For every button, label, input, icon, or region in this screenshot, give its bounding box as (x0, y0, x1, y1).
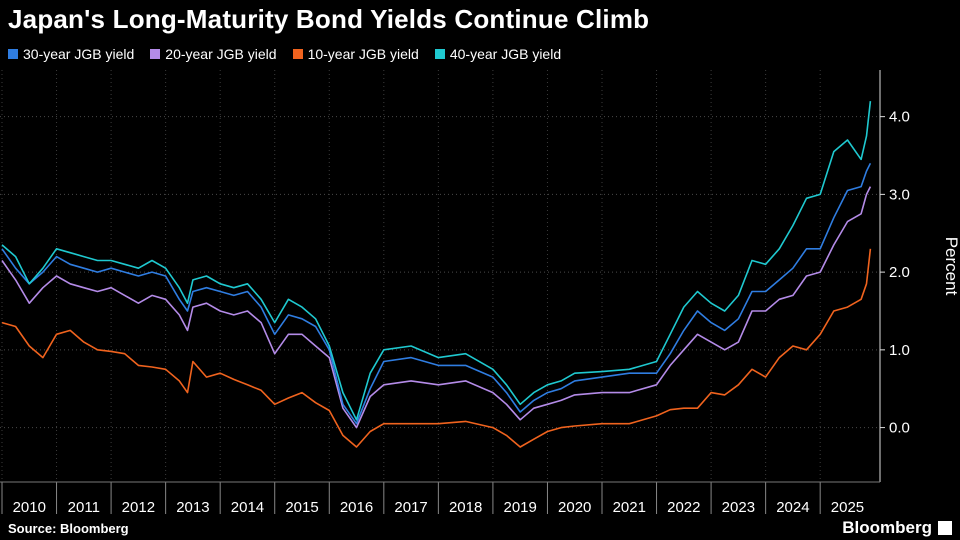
x-tick-label: 2023 (722, 499, 755, 516)
brand-wordmark: Bloomberg (842, 518, 932, 537)
legend-swatch-20y (150, 49, 161, 59)
brand-logo: Bloomberg (842, 518, 952, 538)
y-tick-label: 4.0 (889, 109, 910, 126)
y-axis-title: Percent (942, 237, 960, 296)
y-tick-label: 3.0 (889, 186, 910, 203)
x-tick-label: 2017 (394, 499, 427, 516)
x-tick-label: 2013 (176, 499, 209, 516)
x-tick-label: 2015 (285, 499, 318, 516)
legend-swatch-40y (434, 49, 445, 59)
x-tick-label: 2020 (558, 499, 591, 516)
series-line-30-year-jgb-yield (1, 162, 872, 425)
source-note: Source: Bloomberg (8, 521, 129, 536)
legend-item-30y: 30-year JGB yield (8, 46, 134, 62)
x-tick-label: 2018 (449, 499, 482, 516)
x-tick-label: 2014 (231, 499, 264, 516)
legend-label-20y: 20-year JGB yield (165, 46, 277, 62)
series-line-20-year-jgb-yield (1, 186, 872, 429)
y-tick-label: 1.0 (889, 342, 910, 359)
x-tick-label: 2010 (13, 499, 46, 516)
series-line-10-year-jgb-yield (1, 248, 872, 448)
chart-legend: 30-year JGB yield 20-year JGB yield 10-y… (8, 46, 561, 62)
x-tick-label: 2012 (122, 499, 155, 516)
chart-title: Japan's Long-Maturity Bond Yields Contin… (8, 4, 650, 34)
x-tick-label: 2011 (68, 499, 100, 516)
x-tick-label: 2021 (613, 499, 646, 516)
y-tick-label: 0.0 (889, 420, 910, 437)
x-tick-label: 2025 (831, 499, 864, 516)
x-tick-label: 2024 (776, 499, 809, 516)
bloomberg-icon (938, 521, 952, 535)
legend-swatch-30y (8, 49, 18, 59)
y-tick-label: 2.0 (889, 264, 910, 281)
x-tick-label: 2022 (667, 499, 700, 516)
legend-item-20y: 20-year JGB yield (150, 46, 277, 62)
legend-item-40y: 40-year JGB yield (434, 46, 562, 62)
legend-item-10y: 10-year JGB yield (292, 46, 419, 62)
series-line-40-year-jgb-yield (1, 101, 872, 421)
legend-label-40y: 40-year JGB yield (449, 46, 562, 62)
legend-label-10y: 10-year JGB yield (307, 46, 419, 62)
x-tick-label: 2019 (503, 499, 536, 516)
legend-swatch-10y (292, 49, 303, 59)
x-tick-label: 2016 (340, 499, 373, 516)
legend-label-30y: 30-year JGB yield (23, 46, 135, 62)
